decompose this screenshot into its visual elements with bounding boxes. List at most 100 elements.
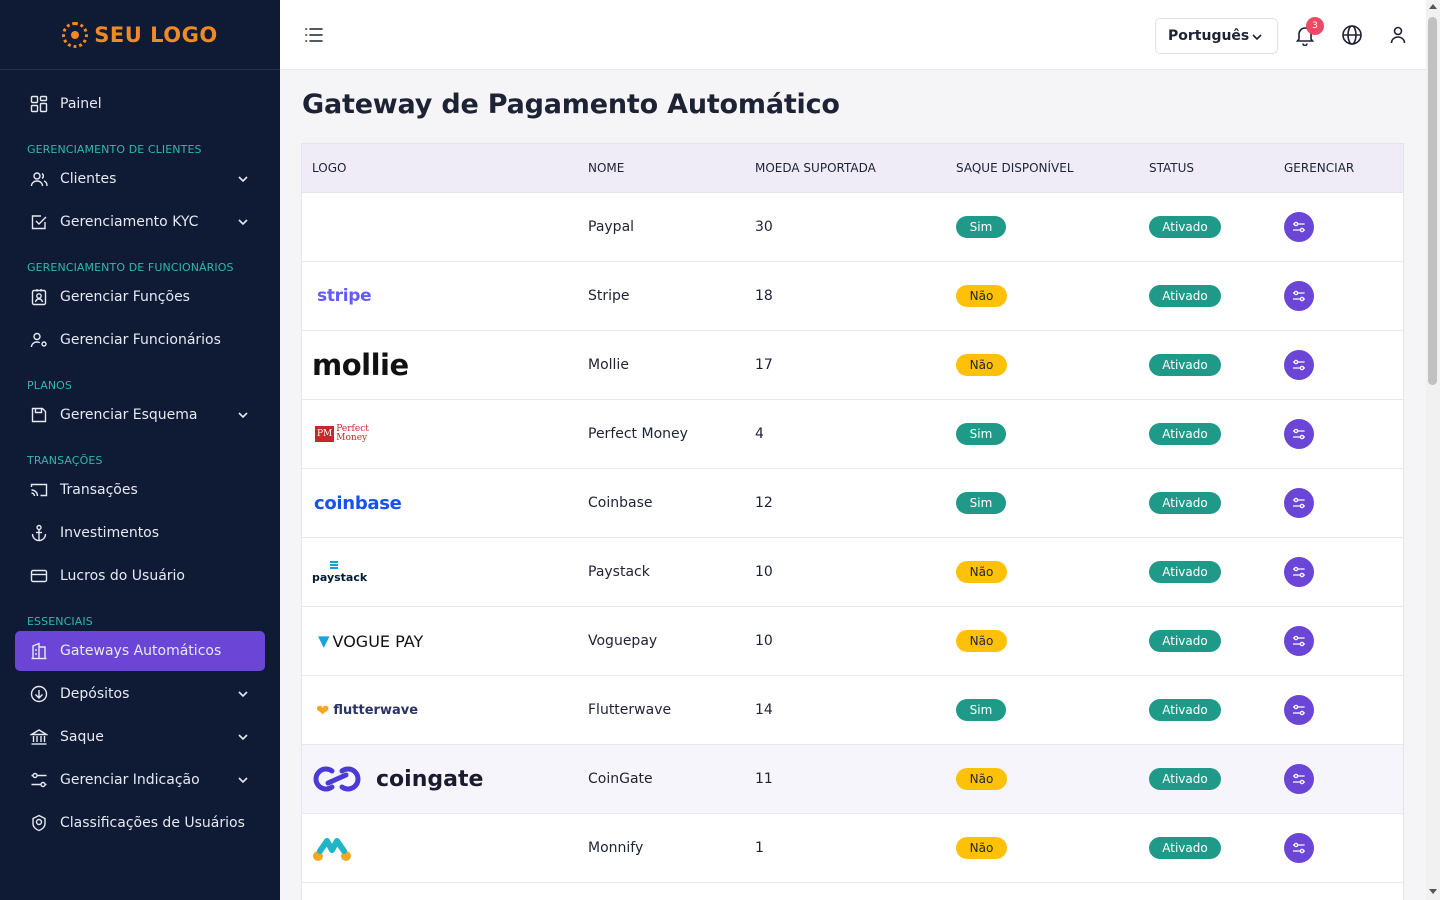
manage-cell <box>1284 331 1314 399</box>
manage-button[interactable] <box>1284 695 1314 725</box>
sidebar-item-funcoes[interactable]: Gerenciar Funções <box>15 277 265 317</box>
status-cell: Ativado <box>1149 676 1221 744</box>
users-icon <box>30 172 48 187</box>
chevron-down-icon <box>238 734 248 741</box>
manage-button[interactable] <box>1284 350 1314 380</box>
gateway-table: LOGO NOME MOEDA SUPORTADA SAQUE DISPONÍV… <box>301 143 1404 900</box>
stripe-logo: stripe <box>317 286 372 306</box>
table-row: paystack Paystack 10 Não Ativado <box>302 538 1403 607</box>
checkbox-icon <box>31 215 47 230</box>
sidebar-item-funcionarios[interactable]: Gerenciar Funcionários <box>15 320 265 360</box>
sidebar-item-label: Clientes <box>60 171 117 187</box>
settings-sliders-icon <box>1293 842 1305 854</box>
sidebar-item-classificacoes[interactable]: Classificações de Usuários <box>15 803 265 843</box>
globe-icon[interactable] <box>1341 24 1363 46</box>
sidebar-item-label: Gerenciar Funções <box>60 289 190 305</box>
gateway-name: Flutterwave <box>588 702 672 718</box>
chevron-down-icon <box>238 176 248 183</box>
sidebar-item-transacoes[interactable]: Transações <box>15 470 265 510</box>
manage-button[interactable] <box>1284 557 1314 587</box>
manage-button[interactable] <box>1284 764 1314 794</box>
sidebar-item-label: Gerenciar Indicação <box>60 772 200 788</box>
user-icon[interactable] <box>1387 24 1409 46</box>
sidebar-item-painel[interactable]: Painel <box>15 84 265 124</box>
table-row: Monnify 1 Não Ativado <box>302 814 1403 883</box>
manage-cell <box>1284 676 1314 744</box>
manage-button[interactable] <box>1284 488 1314 518</box>
withdraw-cell: Não <box>956 607 1007 675</box>
withdraw-cell: Sim <box>956 400 1006 468</box>
manage-button[interactable] <box>1284 626 1314 656</box>
manage-button[interactable] <box>1284 419 1314 449</box>
withdraw-badge: Sim <box>956 492 1006 514</box>
manage-cell <box>1284 469 1314 537</box>
save-icon <box>31 407 47 423</box>
scroll-thumb[interactable] <box>1428 17 1437 385</box>
gateway-name: Coinbase <box>588 495 653 511</box>
monnify-logo <box>312 833 352 863</box>
mollie-logo: mollie <box>312 348 409 382</box>
sidebar: SEU LOGO Painel GERENCIAMENTO DE CLIENTE… <box>0 0 280 900</box>
sidebar-item-investimentos[interactable]: Investimentos <box>15 513 265 553</box>
anchor-icon <box>31 524 47 542</box>
manage-cell <box>1284 262 1314 330</box>
manage-cell <box>1284 745 1314 813</box>
section-label: PLANOS <box>27 379 73 392</box>
settings-sliders-icon <box>1293 704 1305 716</box>
sidebar-item-indicacao[interactable]: Gerenciar Indicação <box>15 760 265 800</box>
gateway-name: Mollie <box>588 357 629 373</box>
status-badge: Ativado <box>1149 837 1221 859</box>
sidebar-item-saque[interactable]: Saque <box>15 717 265 757</box>
withdraw-badge: Não <box>956 768 1007 790</box>
sidebar-item-esquema[interactable]: Gerenciar Esquema <box>15 395 265 435</box>
sidebar-item-clientes[interactable]: Clientes <box>15 159 265 199</box>
id-badge-icon <box>31 289 47 306</box>
language-value: Português <box>1168 28 1250 44</box>
sidebar-item-gateways[interactable]: Gateways Automáticos <box>15 631 265 671</box>
sidebar-item-lucros[interactable]: Lucros do Usuário <box>15 556 265 596</box>
sidebar-item-label: Gerenciamento KYC <box>60 214 199 230</box>
table-row: coinbase Coinbase 12 Sim Ativado <box>302 469 1403 538</box>
settings-sliders-icon <box>1293 428 1305 440</box>
sidebar-item-label: Gerenciar Funcionários <box>60 332 221 348</box>
language-select[interactable]: Português <box>1155 18 1278 54</box>
chevron-down-icon <box>238 219 248 226</box>
gateway-name: Stripe <box>588 288 630 304</box>
topbar: Português 3 <box>280 0 1426 70</box>
chevron-down-icon <box>238 691 248 698</box>
chevron-down-icon <box>238 412 248 419</box>
manage-button[interactable] <box>1284 281 1314 311</box>
withdraw-cell: Sim <box>956 193 1006 261</box>
withdraw-badge: Não <box>956 561 1007 583</box>
sidebar-item-label: Gateways Automáticos <box>60 643 222 659</box>
brand-logo[interactable]: SEU LOGO <box>0 0 280 70</box>
page-scrollbar[interactable] <box>1426 0 1440 900</box>
credit-card-icon <box>30 569 48 583</box>
scroll-up-arrow-icon[interactable] <box>1429 4 1437 9</box>
table-row: PM Perfect Money Perfect Money 4 Sim Ativado <box>302 400 1403 469</box>
gateway-logo: ▼ VOGUE PAY <box>312 607 423 675</box>
scroll-down-arrow-icon[interactable] <box>1429 889 1437 894</box>
sidebar-item-depositos[interactable]: Depósitos <box>15 674 265 714</box>
settings-sliders-icon <box>1293 635 1305 647</box>
gateway-logo: mollie <box>312 331 409 399</box>
perfect-money-logo: PM Perfect Money <box>315 424 369 443</box>
manage-cell <box>1284 814 1314 882</box>
gateway-logo: coinbase <box>312 469 402 537</box>
menu-list-icon[interactable] <box>304 25 324 45</box>
logo-icon <box>62 21 89 48</box>
supported-currency-count: 1 <box>755 840 764 856</box>
sidebar-item-label: Lucros do Usuário <box>60 568 185 584</box>
user-gear-icon <box>30 332 47 348</box>
sidebar-item-label: Gerenciar Esquema <box>60 407 198 423</box>
settings-sliders-icon <box>1293 290 1305 302</box>
manage-button[interactable] <box>1284 212 1314 242</box>
supported-currency-count: 12 <box>755 495 773 511</box>
arrow-down-circle-icon <box>30 685 48 703</box>
status-badge: Ativado <box>1149 216 1221 238</box>
sidebar-item-kyc[interactable]: Gerenciamento KYC <box>15 202 265 242</box>
manage-button[interactable] <box>1284 833 1314 863</box>
section-label: ESSENCIAIS <box>27 615 93 628</box>
page-title: Gateway de Pagamento Automático <box>302 89 840 120</box>
col-header-status: STATUS <box>1149 161 1195 175</box>
